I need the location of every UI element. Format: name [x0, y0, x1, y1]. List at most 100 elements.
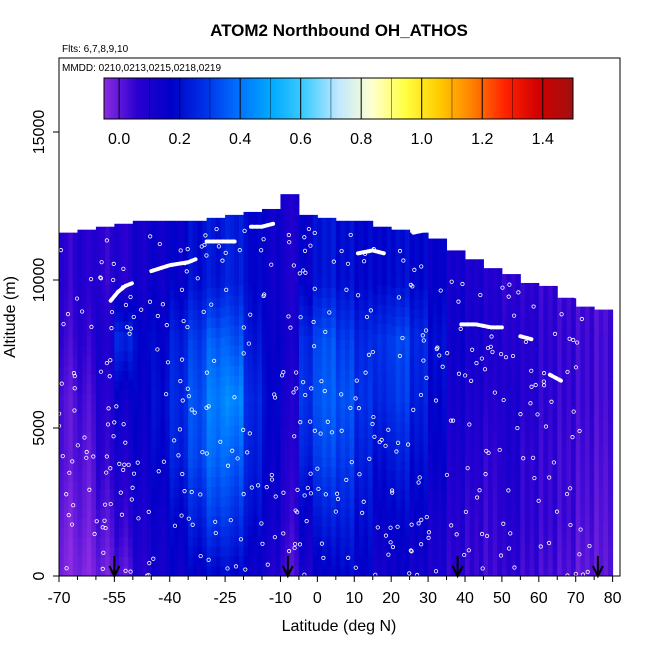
heatmap-cell	[418, 566, 424, 577]
heatmap-cell	[303, 405, 309, 417]
heatmap-cell	[229, 375, 235, 386]
heatmap-cell	[423, 328, 429, 339]
heatmap-cell	[155, 220, 161, 232]
heatmap-cell	[377, 566, 383, 577]
heatmap-cell	[603, 539, 609, 547]
heatmap-cell	[294, 204, 300, 216]
heatmap-cell	[437, 351, 443, 361]
heatmap-cell	[432, 247, 438, 258]
heatmap-cell	[552, 398, 558, 408]
sample-point	[102, 502, 108, 507]
heatmap-cell	[72, 318, 78, 329]
heatmap-cell	[534, 413, 540, 422]
heatmap-cell	[423, 528, 429, 539]
heatmap-cell	[423, 308, 429, 319]
heatmap-cell	[271, 249, 277, 261]
sample-point	[579, 316, 584, 322]
heatmap-cell	[285, 374, 291, 386]
heatmap-cell	[488, 550, 494, 560]
heatmap-cell	[211, 566, 217, 577]
heatmap-cell	[275, 555, 281, 567]
heatmap-cell	[142, 378, 148, 390]
heatmap-cell	[548, 293, 554, 303]
heatmap-cell	[603, 546, 609, 555]
heatmap-cell	[215, 556, 221, 567]
sample-point	[293, 541, 298, 547]
heatmap-cell	[202, 398, 208, 409]
heatmap-cell	[220, 307, 226, 318]
heatmap-cell	[381, 323, 388, 334]
heatmap-cell	[95, 546, 102, 558]
heatmap-cell	[464, 523, 471, 533]
heatmap-cell	[391, 316, 397, 327]
heatmap-cell	[123, 390, 129, 401]
heatmap-cell	[575, 403, 581, 412]
heatmap-cell	[109, 265, 115, 276]
heatmap-cell	[497, 464, 503, 474]
heatmap-cell	[335, 516, 341, 528]
heatmap-cell	[192, 220, 198, 232]
heatmap-cell	[197, 566, 203, 577]
heatmap-cell	[114, 409, 120, 420]
sample-point	[269, 477, 275, 482]
heatmap-cell	[63, 242, 69, 253]
heatmap-cell	[469, 364, 475, 375]
sample-point	[302, 235, 307, 240]
heatmap-cell	[580, 568, 586, 577]
heatmap-cell	[372, 381, 378, 393]
sample-point	[216, 244, 221, 249]
heatmap-cell	[520, 462, 526, 471]
heatmap-cell	[584, 501, 591, 510]
sample-point	[294, 386, 299, 391]
heatmap-cell	[335, 378, 341, 390]
heatmap-cell	[238, 385, 245, 396]
sample-point	[438, 288, 443, 293]
heatmap-cell	[381, 566, 388, 577]
heatmap-cell	[142, 428, 148, 439]
sample-point	[401, 258, 406, 263]
heatmap-cell	[178, 526, 185, 538]
sample-point	[124, 324, 130, 330]
heatmap-cell	[584, 486, 591, 495]
heatmap-cell	[68, 232, 74, 243]
heatmap-cell	[511, 483, 517, 493]
sample-point	[440, 364, 445, 369]
heatmap-cell	[409, 289, 415, 300]
heatmap-cell	[474, 356, 480, 366]
heatmap-cell	[423, 413, 429, 424]
sample-point	[155, 313, 160, 319]
heatmap-cell	[105, 381, 111, 393]
heatmap-cell	[206, 277, 212, 288]
sample-point	[503, 355, 509, 360]
heatmap-cell	[340, 546, 346, 557]
heatmap-cell	[275, 443, 281, 455]
sample-point	[71, 371, 77, 376]
heatmap-cell	[483, 268, 489, 278]
heatmap-cell	[506, 399, 512, 409]
heatmap-cell	[469, 461, 475, 471]
heatmap-cell	[368, 566, 374, 577]
heatmap-cell	[192, 497, 198, 508]
heatmap-cell	[183, 240, 189, 251]
heatmap-cell	[566, 421, 572, 430]
heatmap-cell	[381, 246, 388, 257]
heatmap-cell	[155, 536, 161, 547]
heatmap-cell	[326, 337, 332, 348]
heatmap-cell	[598, 368, 604, 377]
heatmap-cell	[349, 260, 355, 271]
heatmap-cell	[142, 280, 148, 291]
heatmap-cell	[183, 437, 189, 449]
heatmap-cell	[552, 358, 558, 367]
colorbar-tick-label: 1.0	[411, 131, 433, 148]
heatmap-cell	[414, 413, 420, 424]
heatmap-cell	[109, 420, 115, 431]
heatmap-cell	[303, 345, 309, 356]
heatmap-cell	[524, 356, 531, 365]
heatmap-cell	[86, 287, 92, 298]
heatmap-cell	[243, 464, 249, 476]
heatmap-cell	[63, 299, 69, 310]
heatmap-cell	[432, 369, 438, 380]
heatmap-cell	[146, 418, 152, 429]
heatmap-cell	[215, 297, 221, 308]
heatmap-cell	[363, 398, 369, 409]
